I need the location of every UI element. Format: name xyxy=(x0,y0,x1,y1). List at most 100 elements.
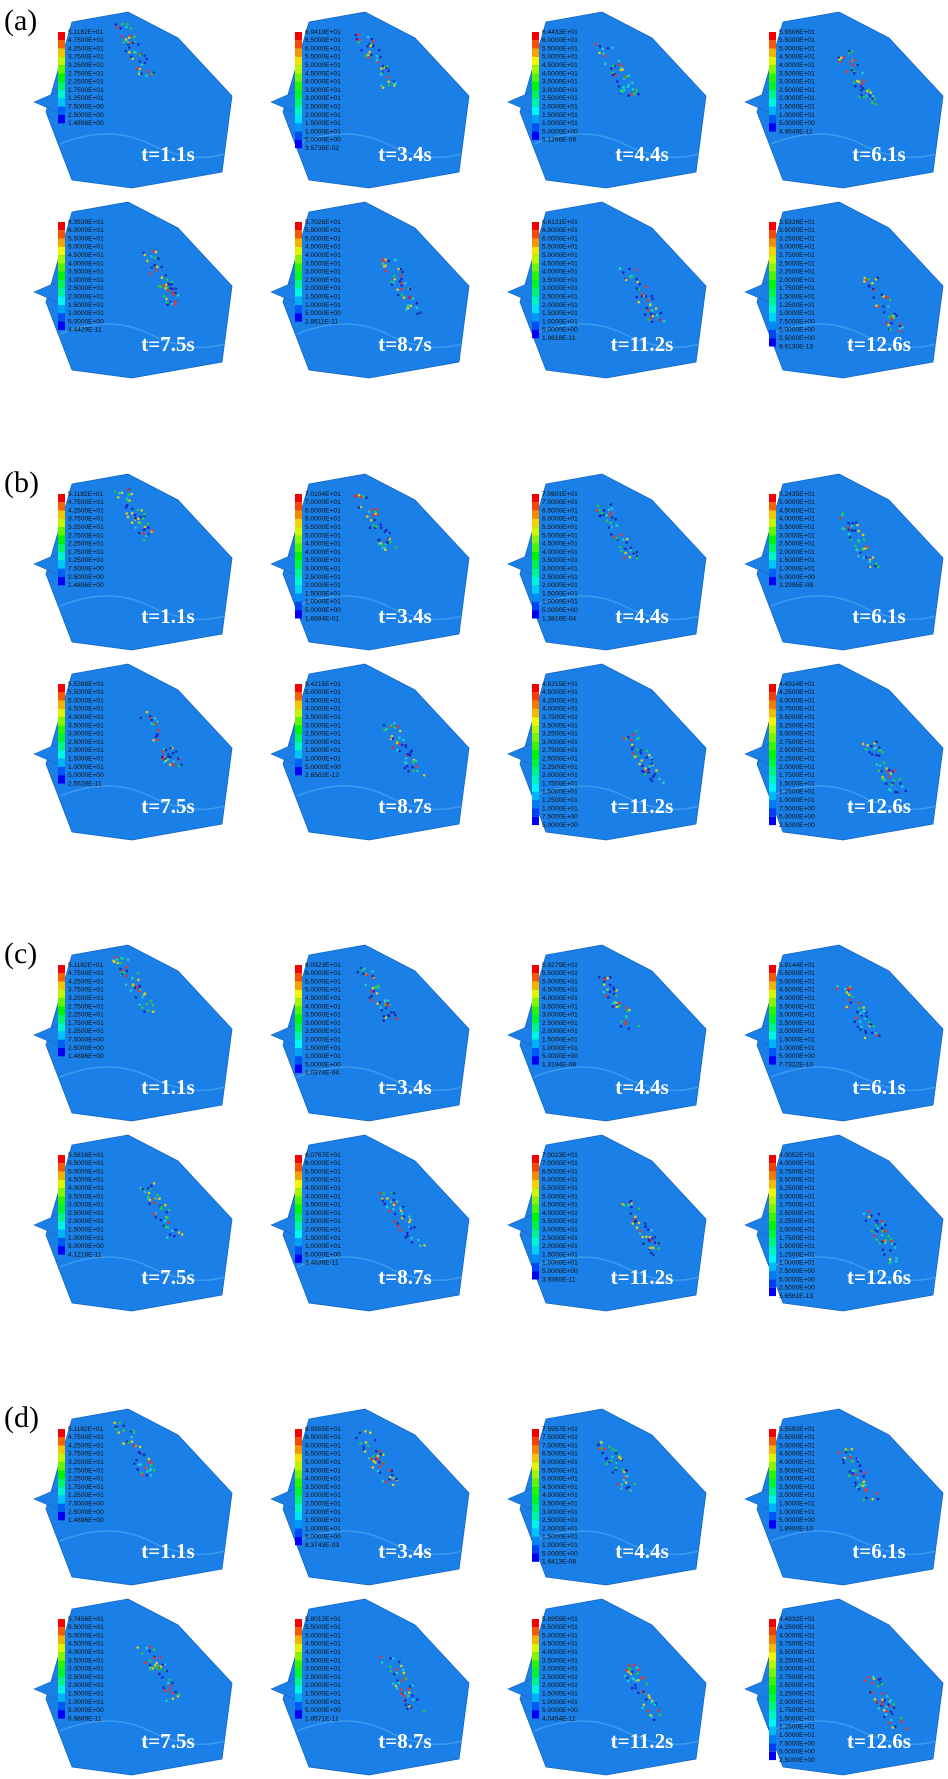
particle xyxy=(388,1004,391,1007)
particle xyxy=(166,1670,169,1673)
particle xyxy=(379,56,382,59)
colorbar-segment xyxy=(532,1163,539,1171)
colorbar-segment xyxy=(295,552,302,560)
colorbar-segment xyxy=(295,709,302,717)
colorbar-segment xyxy=(769,305,776,313)
legend-label: 2.5000E+01 xyxy=(779,87,815,94)
particle xyxy=(889,1249,892,1252)
legend-label: 1.5000E+01 xyxy=(779,780,815,787)
particle xyxy=(603,55,606,58)
particle xyxy=(416,302,419,305)
particle xyxy=(167,758,170,761)
legend-label: 1.0000E+01 xyxy=(68,1235,104,1242)
time-label: t=3.4s xyxy=(378,1539,431,1563)
particle xyxy=(408,1688,411,1691)
legend-label: 5.0000E+00 xyxy=(779,1053,815,1060)
legend-label: 4.0000E+01 xyxy=(779,1160,815,1167)
particle xyxy=(415,759,418,762)
particle xyxy=(388,84,391,87)
colorbar-segment xyxy=(769,1263,776,1271)
particle xyxy=(658,1709,661,1712)
particle xyxy=(155,251,158,254)
colorbar-segment xyxy=(295,32,302,40)
particle xyxy=(133,36,136,39)
particle xyxy=(382,86,385,89)
particle xyxy=(400,282,403,285)
colorbar-segment xyxy=(532,1437,539,1445)
legend-label: 1.4896E+00 xyxy=(68,1517,104,1524)
particle xyxy=(366,974,369,977)
particle xyxy=(877,1685,880,1688)
particle xyxy=(131,512,134,515)
particle xyxy=(611,72,614,75)
colorbar-segment xyxy=(58,1246,65,1254)
particle xyxy=(619,268,622,271)
colorbar-segment xyxy=(532,49,539,57)
colorbar-segment xyxy=(769,1288,776,1296)
particle xyxy=(635,1220,638,1223)
particle xyxy=(637,1207,640,1210)
particle xyxy=(849,1453,852,1456)
legend-label: 3.5326E+01 xyxy=(779,219,815,226)
colorbar-segment xyxy=(769,1685,776,1693)
colorbar-segment xyxy=(58,709,65,717)
particle xyxy=(617,1483,620,1486)
legend-label: 5.2435E+01 xyxy=(779,491,815,498)
particle xyxy=(621,1483,624,1486)
particle xyxy=(377,984,380,987)
particle xyxy=(875,746,878,749)
particle xyxy=(171,283,174,286)
legend-label: 4.5000E+01 xyxy=(68,1641,104,1648)
particle xyxy=(905,790,908,793)
colorbar-segment xyxy=(58,1205,65,1213)
particle xyxy=(871,1498,874,1501)
particle xyxy=(618,60,621,63)
legend-label: 4.2500E+01 xyxy=(68,1442,104,1449)
particle xyxy=(651,298,654,301)
legend-label: 2.0000E+01 xyxy=(305,112,341,119)
legend-label: 2.5000E+01 xyxy=(779,260,815,267)
particle xyxy=(386,1197,389,1200)
legend-label: 5.5000E+01 xyxy=(68,1160,104,1167)
particle xyxy=(862,743,865,746)
particle xyxy=(860,1025,863,1028)
particle xyxy=(616,524,619,527)
particle xyxy=(402,1669,405,1672)
colorbar-segment xyxy=(769,494,776,502)
legend-label: 3.5000E+01 xyxy=(542,79,578,86)
particle xyxy=(150,266,153,269)
colorbar-segment xyxy=(769,560,776,568)
particle xyxy=(862,1485,865,1488)
particle xyxy=(637,93,640,96)
colorbar-segment xyxy=(769,313,776,321)
particle xyxy=(392,1477,395,1480)
particle xyxy=(879,764,882,767)
legend-label: 3.0000E+01 xyxy=(305,722,341,729)
legend-label: 4.4314E+01 xyxy=(779,681,815,688)
legend-label: 3.0000E+01 xyxy=(542,1012,578,1019)
particle xyxy=(856,1486,859,1489)
particle xyxy=(365,1441,368,1444)
panel: 7.5957E+017.5000E+017.0000E+016.5000E+01… xyxy=(474,1401,711,1591)
legend-label: 5.0000E+00 xyxy=(542,822,578,829)
legend-label: 5.0000E+00 xyxy=(305,1061,341,1068)
particle xyxy=(372,40,375,43)
colorbar-segment xyxy=(58,1627,65,1635)
particle xyxy=(899,782,902,785)
colorbar-segment xyxy=(769,726,776,734)
colorbar-segment xyxy=(532,809,539,817)
particle xyxy=(637,1692,640,1695)
colorbar-segment xyxy=(532,775,539,783)
time-label: t=8.7s xyxy=(378,332,431,356)
legend-label: 4.5000E+01 xyxy=(305,1641,341,1648)
particle xyxy=(151,73,154,76)
particle xyxy=(393,1192,396,1195)
legend-label: 1.5000E+01 xyxy=(542,1251,578,1258)
legend-label: 2.7500E+01 xyxy=(68,532,104,539)
legend-label: 7.5000E+00 xyxy=(68,1036,104,1043)
legend-label: 2.5000E+01 xyxy=(68,1210,104,1217)
colorbar-segment xyxy=(58,1172,65,1180)
legend-label: 4.4932E+01 xyxy=(779,1616,815,1623)
legend-label: 3.5000E+01 xyxy=(305,87,341,94)
time-label: t=8.7s xyxy=(378,794,431,818)
